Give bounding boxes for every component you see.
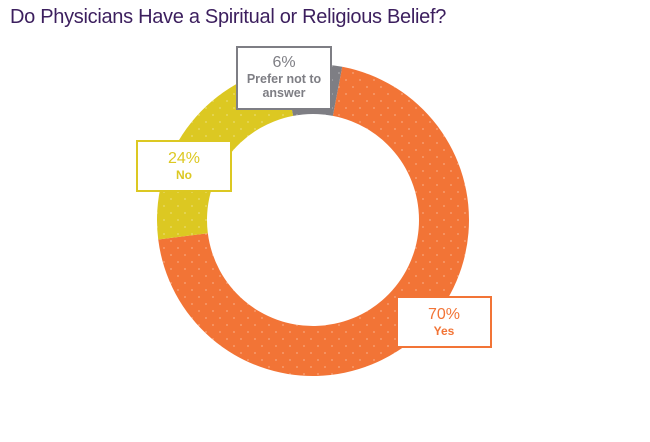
slice-value-label: 70% [427,306,461,323]
callout-yes: 70% Yes [396,296,492,348]
slice-value-label: 24% [167,150,201,167]
slice-category-label: No [176,168,192,182]
callout-prefer-not-to-answer: 6% Prefer not to answer [236,46,332,110]
chart-title: Do Physicians Have a Spiritual or Religi… [10,6,447,28]
slice-category-label: Yes [433,324,455,338]
slice-value-label: 6% [272,54,296,71]
slice-category-label: Prefer not to answer [246,72,322,100]
donut-slice-yes-texture [158,66,469,377]
callout-no: 24% No [136,140,232,192]
